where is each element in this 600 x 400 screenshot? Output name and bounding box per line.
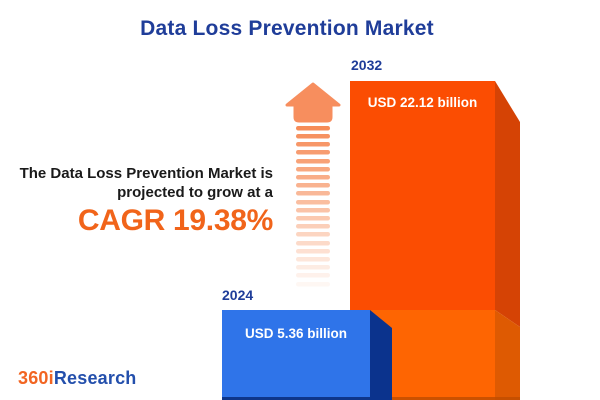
page-title: Data Loss Prevention Market: [140, 17, 434, 40]
logo-part-360i: 360i: [18, 368, 54, 388]
growth-statement: The Data Loss Prevention Market is proje…: [0, 164, 274, 237]
bar-2024-front: [222, 310, 370, 400]
bar-value-2024: USD 5.36 billion: [244, 326, 348, 341]
year-label-2024: 2024: [222, 287, 254, 303]
logo-part-research: Research: [53, 368, 137, 388]
bar-value-2032: USD 22.12 billion: [367, 95, 478, 110]
year-label-2032: 2032: [351, 57, 383, 73]
statement-line2: projected to grow at a: [117, 184, 273, 201]
bar-2032-base-shadow: [392, 397, 520, 400]
bar-2024-side: [370, 310, 392, 400]
arrow-head: [285, 82, 341, 123]
bar-2024-base-shadow: [222, 397, 370, 400]
bar-2032-front-top: [350, 81, 495, 310]
statement-line1: The Data Loss Prevention Market is: [19, 165, 273, 182]
cagr-value: CAGR 19.38%: [77, 204, 273, 237]
bar-2032-side-bottom: [495, 310, 520, 400]
bar-2032-side-top: [495, 81, 520, 327]
arrow-stripes: [296, 126, 330, 287]
company-logo: 360iResearch: [18, 368, 137, 389]
growth-arrow-icon: [285, 82, 341, 287]
bar-2024: [222, 310, 392, 400]
